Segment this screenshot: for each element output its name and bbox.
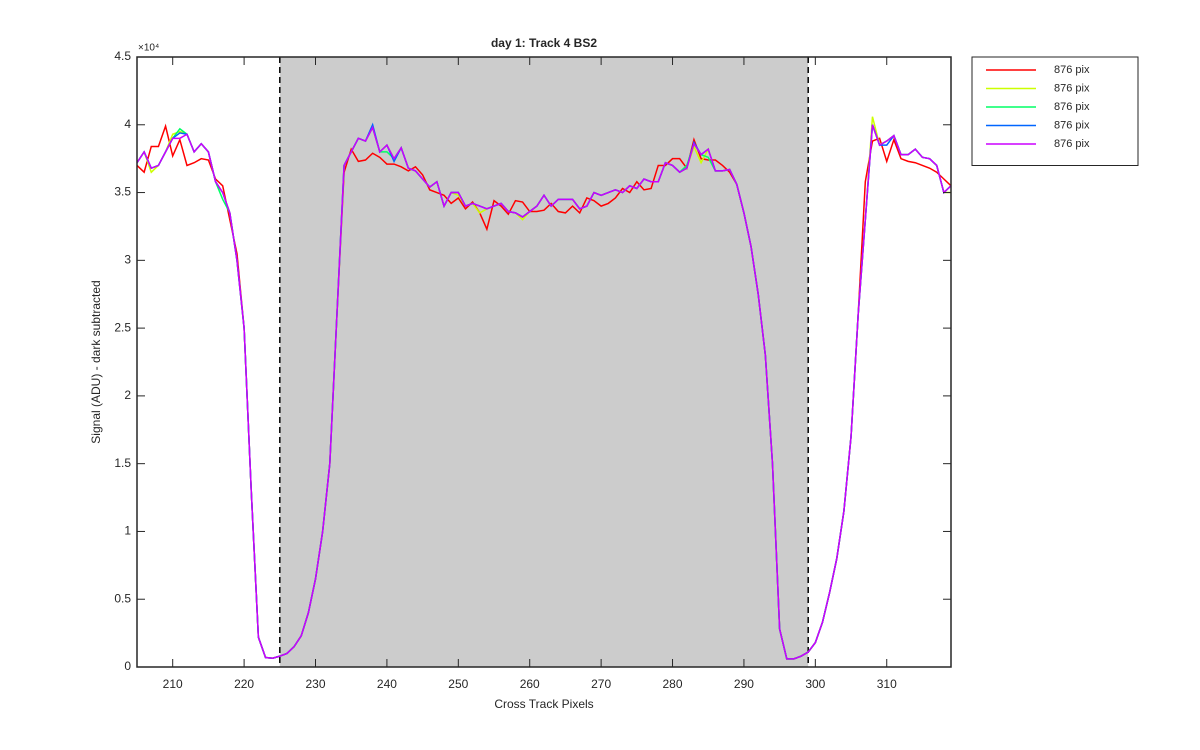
y-tick-label: 1.5 [114,456,131,470]
x-tick-label: 290 [734,677,754,691]
y-axis-label: Signal (ADU) - dark subtracted [89,280,103,443]
x-tick-label: 210 [163,677,183,691]
x-tick-label: 240 [377,677,397,691]
x-tick-label: 300 [805,677,825,691]
chart-title: day 1: Track 4 BS2 [491,36,597,50]
highlight-region [279,57,809,667]
x-tick-label: 270 [591,677,611,691]
y-tick-label: 4 [124,117,131,131]
y-tick-label: 1 [124,524,131,538]
x-tick-label: 260 [520,677,540,691]
series-line [137,124,951,660]
legend-label: 876 pix [1054,82,1090,94]
x-axis-label: Cross Track Pixels [494,697,593,711]
legend-label: 876 pix [1054,64,1090,76]
axes-frame [136,56,952,668]
x-tick-label: 310 [877,677,897,691]
plot-lines [137,116,951,660]
y-tick-label: 2 [124,388,131,402]
y-exponent: ×10⁴ [138,43,159,54]
x-tick-label: 250 [448,677,468,691]
x-tick-label: 220 [234,677,254,691]
y-tick-label: 0.5 [114,591,131,605]
legend-box [971,56,1139,166]
y-tick-label: 2.5 [114,320,131,334]
y-tick-label: 3.5 [114,185,131,199]
y-tick-label: 0 [124,659,131,673]
x-tick-label: 230 [305,677,325,691]
y-tick-label: 4.5 [114,49,131,63]
legend-label: 876 pix [1054,119,1090,131]
legend-label: 876 pix [1054,101,1090,113]
legend-label: 876 pix [1054,138,1090,150]
x-tick-label: 280 [663,677,683,691]
y-tick-label: 3 [124,253,131,267]
